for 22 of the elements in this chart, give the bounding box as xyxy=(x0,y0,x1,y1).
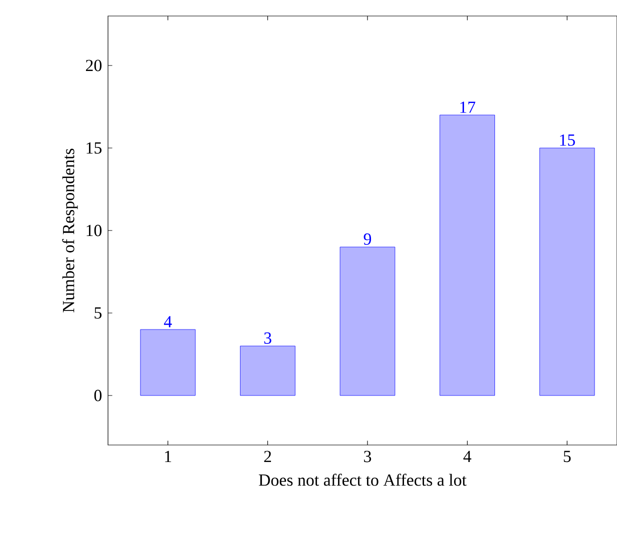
data-label: 3 xyxy=(264,332,272,344)
x-tick-label: 5 xyxy=(564,450,571,462)
bar xyxy=(539,148,595,396)
bar xyxy=(240,346,296,396)
x-tick-label: 1 xyxy=(165,450,172,462)
y-tick-label: 15 xyxy=(86,142,102,154)
y-axis-title: Number of Respondents xyxy=(62,148,78,312)
bar xyxy=(340,246,396,396)
data-label: 9 xyxy=(364,233,372,245)
bar xyxy=(140,329,196,396)
bar xyxy=(440,114,495,396)
x-tick-label: 4 xyxy=(463,450,472,462)
x-tick-label: 3 xyxy=(364,450,372,462)
y-tick-label: 5 xyxy=(94,307,102,319)
data-label: 15 xyxy=(560,134,575,146)
x-tick-label: 2 xyxy=(264,450,271,462)
data-label: 4 xyxy=(164,316,172,328)
y-tick-label: 0 xyxy=(94,390,102,402)
y-tick-label: 20 xyxy=(86,60,102,72)
x-axis-title: Does not affect to Affects a lot xyxy=(258,474,467,486)
y-tick-label: 10 xyxy=(86,224,102,236)
data-label: 17 xyxy=(460,102,476,113)
